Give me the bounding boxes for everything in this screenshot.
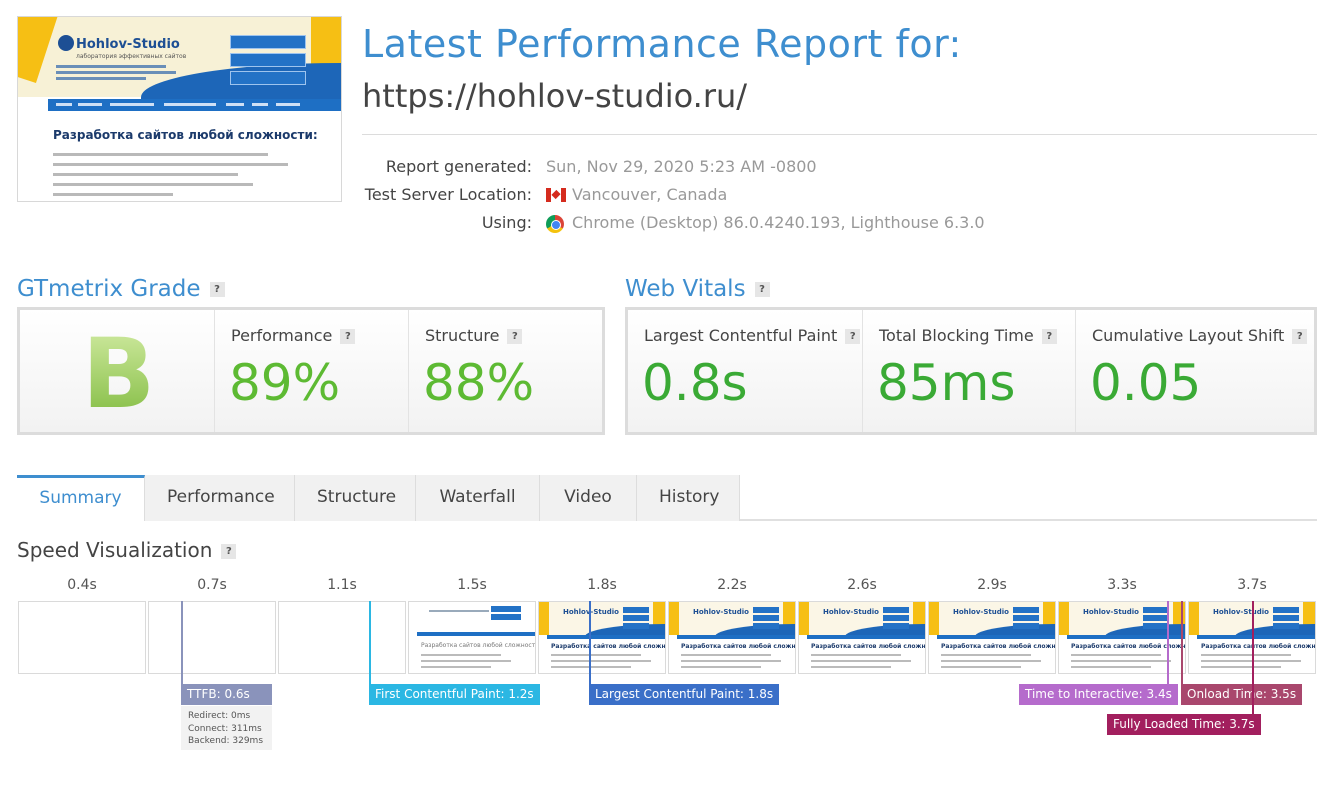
frame-time-label: 3.7s xyxy=(1237,577,1267,593)
help-icon[interactable]: ? xyxy=(209,282,225,297)
frame-time-label: 1.1s xyxy=(327,577,357,593)
site-subtitle: лаборатория эффективных сайтов xyxy=(76,53,187,60)
tab-summary[interactable]: Summary xyxy=(17,475,145,521)
tab-performance[interactable]: Performance xyxy=(145,475,295,521)
chrome-icon xyxy=(546,215,564,233)
cls-cell: Cumulative Layout Shift? 0.05 xyxy=(1076,310,1314,432)
tbt-value: 85ms xyxy=(877,354,1016,412)
web-vitals-panel: Largest Contentful Paint? 0.8s Total Blo… xyxy=(625,307,1317,435)
meta-report-generated: Report generated: Sun, Nov 29, 2020 5:23… xyxy=(362,157,1317,181)
onload-marker-line xyxy=(1181,601,1183,685)
structure-value: 88% xyxy=(423,354,535,412)
lcp-marker: Largest Contentful Paint: 1.8s xyxy=(589,684,780,705)
gtmetrix-grade-heading: GTmetrix Grade? xyxy=(17,276,225,302)
ttfb-backend: Backend: 329ms xyxy=(188,736,264,746)
tbt-cell: Total Blocking Time? 85ms xyxy=(863,310,1076,432)
fully-loaded-marker-line xyxy=(1252,601,1254,715)
tab-waterfall[interactable]: Waterfall xyxy=(416,475,540,521)
onload-marker: Onload Time: 3.5s xyxy=(1181,684,1303,705)
report-url[interactable]: https://hohlov-studio.ru/ xyxy=(362,77,748,115)
meta-value: Chrome (Desktop) 86.0.4240.193, Lighthou… xyxy=(572,213,985,232)
fcp-marker-line xyxy=(369,601,371,685)
fcp-marker: First Contentful Paint: 1.2s xyxy=(369,684,540,705)
performance-label: Performance xyxy=(231,326,333,345)
meta-label: Using: xyxy=(481,213,532,232)
web-vitals-heading: Web Vitals? xyxy=(625,276,770,302)
help-icon[interactable]: ? xyxy=(340,329,356,344)
tab-structure[interactable]: Structure xyxy=(295,475,416,521)
grade-cell: B xyxy=(20,310,215,432)
tbt-label: Total Blocking Time xyxy=(879,326,1034,345)
report-tabs: Summary Performance Structure Waterfall … xyxy=(17,475,740,521)
help-icon[interactable]: ? xyxy=(221,544,237,559)
meta-server-location: Test Server Location: Vancouver, Canada xyxy=(362,185,1317,209)
lcp-cell: Largest Contentful Paint? 0.8s xyxy=(628,310,863,432)
lcp-marker-line xyxy=(589,601,591,685)
frame-time-label: 1.5s xyxy=(457,577,487,593)
ttfb-redirect: Redirect: 0ms xyxy=(188,711,251,721)
help-icon[interactable]: ? xyxy=(845,329,861,344)
fully-loaded-marker: Fully Loaded Time: 3.7s xyxy=(1107,714,1261,735)
tab-video[interactable]: Video xyxy=(540,475,637,521)
tti-marker-line xyxy=(1167,601,1169,685)
grade-letter: B xyxy=(82,318,156,430)
ttfb-marker-line xyxy=(181,601,183,685)
lcp-value: 0.8s xyxy=(642,354,748,412)
report-title: Latest Performance Report for: xyxy=(362,22,962,66)
ttfb-connect: Connect: 311ms xyxy=(188,723,262,734)
help-icon[interactable]: ? xyxy=(507,329,523,344)
filmstrip-frame[interactable] xyxy=(148,601,276,674)
section-title-text: Speed Visualization xyxy=(17,538,213,562)
ttfb-marker: TTFB: 0.6s xyxy=(181,684,272,705)
frame-time-label: 2.6s xyxy=(847,577,877,593)
section-title-text: Web Vitals xyxy=(625,276,746,302)
canada-flag-icon xyxy=(546,188,566,202)
help-icon[interactable]: ? xyxy=(1041,329,1057,344)
site-heading: Разработка сайтов любой сложности: xyxy=(53,128,318,142)
meta-value: Vancouver, Canada xyxy=(572,185,728,204)
frame-time-label: 0.4s xyxy=(67,577,97,593)
cls-value: 0.05 xyxy=(1090,354,1202,412)
filmstrip-frame[interactable]: Разработка сайтов любой сложности: xyxy=(408,601,536,674)
frame-time-label: 1.8s xyxy=(587,577,617,593)
ttfb-detail: Redirect: 0ms Connect: 311ms Backend: 32… xyxy=(181,706,272,750)
frame-time-label: 0.7s xyxy=(197,577,227,593)
grade-panel: B Performance? 89% Structure? 88% xyxy=(17,307,605,435)
speed-visualization-heading: Speed Visualization? xyxy=(17,538,237,562)
frame-time-label: 3.3s xyxy=(1107,577,1137,593)
section-title-text: GTmetrix Grade xyxy=(17,276,201,302)
filmstrip-frame[interactable] xyxy=(278,601,406,674)
site-brand: Hohlov-Studio xyxy=(76,37,180,52)
meta-browser: Using: Chrome (Desktop) 86.0.4240.193, L… xyxy=(362,213,1317,237)
cls-label: Cumulative Layout Shift xyxy=(1092,326,1285,345)
meta-label: Test Server Location: xyxy=(364,185,532,204)
header-divider xyxy=(362,134,1317,135)
meta-label: Report generated: xyxy=(385,157,532,176)
frame-time-label: 2.2s xyxy=(717,577,747,593)
lcp-label: Largest Contentful Paint xyxy=(644,326,838,345)
meta-value: Sun, Nov 29, 2020 5:23 AM -0800 xyxy=(546,157,817,176)
tti-marker: Time to Interactive: 3.4s xyxy=(1019,684,1178,705)
filmstrip-frame[interactable] xyxy=(18,601,146,674)
performance-cell: Performance? 89% xyxy=(215,310,409,432)
performance-value: 89% xyxy=(229,354,341,412)
tab-history[interactable]: History xyxy=(637,475,740,521)
frame-time-label: 2.9s xyxy=(977,577,1007,593)
structure-label: Structure xyxy=(425,326,500,345)
help-icon[interactable]: ? xyxy=(754,282,770,297)
site-thumbnail: Hohlov-Studio лаборатория эффективных са… xyxy=(17,16,342,202)
structure-cell: Structure? 88% xyxy=(409,310,602,432)
site-logo-icon xyxy=(58,35,74,51)
help-icon[interactable]: ? xyxy=(1292,329,1308,344)
